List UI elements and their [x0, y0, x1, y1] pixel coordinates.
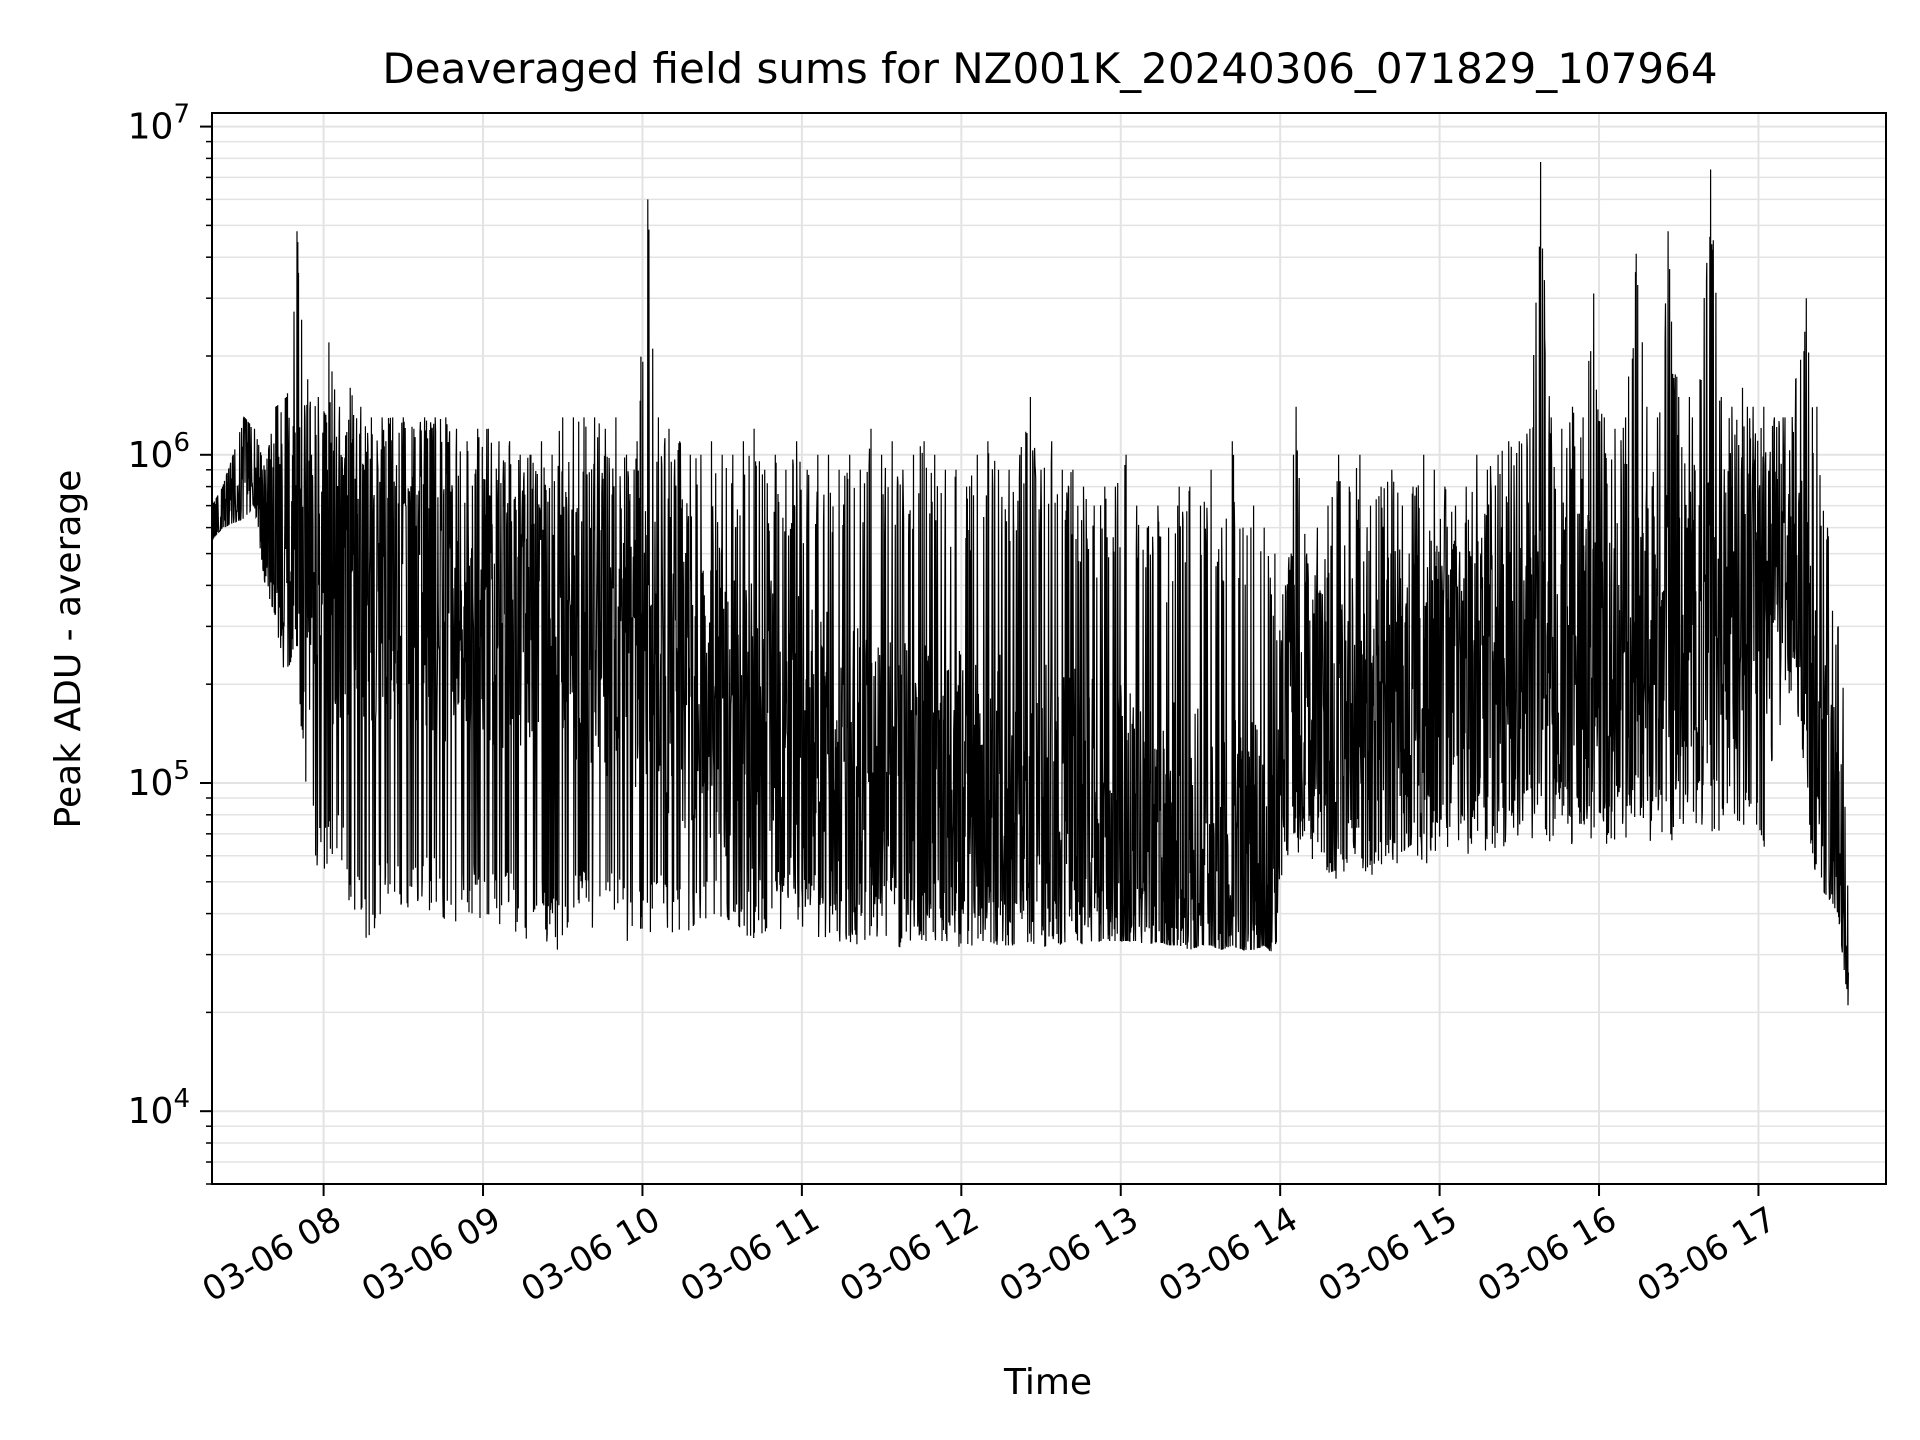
y-tick-label: 105: [128, 756, 190, 804]
series-line: [211, 161, 1849, 1006]
y-tick-label: 106: [128, 428, 190, 476]
chart-title: Deaveraged field sums for NZ001K_2024030…: [382, 44, 1717, 93]
y-tick-label: 107: [128, 100, 190, 148]
y-axis-ticks: 104 105 106 107: [128, 100, 212, 1185]
y-tick-label: 104: [128, 1084, 190, 1132]
data-series-group: [211, 161, 1849, 1006]
axes-frame: [211, 112, 1887, 1185]
y-axis-label: Peak ADU - average: [48, 470, 89, 829]
x-axis-label: Time: [1003, 1362, 1092, 1403]
